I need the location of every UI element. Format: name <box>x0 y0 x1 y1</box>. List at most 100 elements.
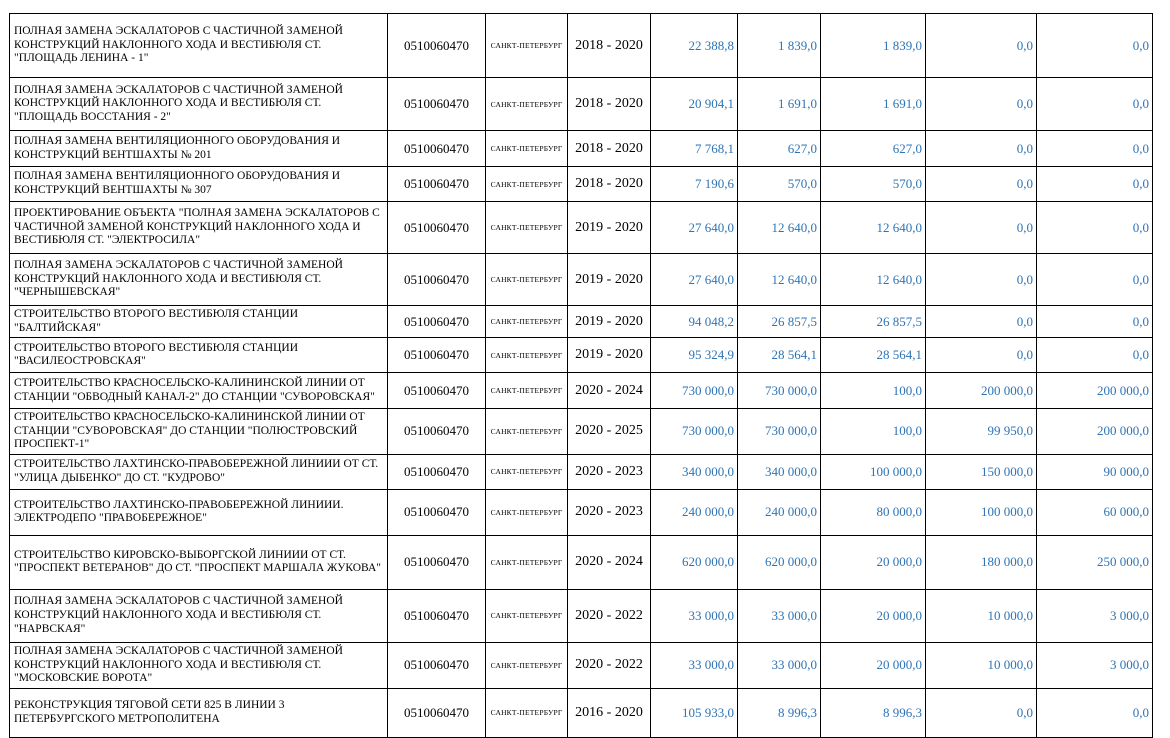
projects-table: ПОЛНАЯ ЗАМЕНА ЭСКАЛАТОРОВ С ЧАСТИЧНОЙ ЗА… <box>9 13 1153 738</box>
region-cell: САНКТ-ПЕТЕРБУРГ <box>485 687 568 738</box>
table-row: СТРОИТЕЛЬСТВО КРАСНОСЕЛЬСКО-КАЛИНИНСКОЙ … <box>9 372 1153 410</box>
project-name-cell: ПОЛНАЯ ЗАМЕНА ЭСКАЛАТОРОВ С ЧАСТИЧНОЙ ЗА… <box>9 77 388 131</box>
value-cell: 28 564,1 <box>737 337 821 374</box>
years-cell: 2016 - 2020 <box>567 687 651 738</box>
region-cell: САНКТ-ПЕТЕРБУРГ <box>485 408 568 455</box>
years-cell: 2018 - 2020 <box>567 13 651 78</box>
years-cell: 2019 - 2020 <box>567 201 651 254</box>
value-cell: 3 000,0 <box>1036 641 1153 689</box>
table-row: СТРОИТЕЛЬСТВО КИРОВСКО-ВЫБОРГСКОЙ ЛИНИИИ… <box>9 534 1153 590</box>
project-name-cell: СТРОИТЕЛЬСТВО ЛАХТИНСКО-ПРАВОБЕРЕЖНОЙ ЛИ… <box>9 488 388 536</box>
table-row: ПОЛНАЯ ЗАМЕНА ЭСКАЛАТОРОВ С ЧАСТИЧНОЙ ЗА… <box>9 77 1153 131</box>
value-cell: 0,0 <box>1036 77 1153 131</box>
value-cell: 0,0 <box>1036 337 1153 374</box>
table-row: СТРОИТЕЛЬСТВО ВТОРОГО ВЕСТИБЮЛЯ СТАНЦИИ … <box>9 304 1153 339</box>
value-cell: 200 000,0 <box>1036 372 1153 410</box>
value-cell: 26 857,5 <box>737 304 821 339</box>
years-cell: 2020 - 2024 <box>567 372 651 410</box>
years-cell: 2020 - 2023 <box>567 453 651 490</box>
value-cell: 620 000,0 <box>650 534 738 590</box>
region-cell: САНКТ-ПЕТЕРБУРГ <box>485 13 568 78</box>
value-cell: 99 950,0 <box>925 408 1037 455</box>
years-cell: 2020 - 2025 <box>567 408 651 455</box>
value-cell: 33 000,0 <box>737 588 821 643</box>
value-cell: 0,0 <box>925 201 1037 254</box>
value-cell: 100,0 <box>820 372 926 410</box>
years-cell: 2020 - 2022 <box>567 641 651 689</box>
table-row: ПОЛНАЯ ЗАМЕНА ВЕНТИЛЯЦИОННОГО ОБОРУДОВАН… <box>9 130 1153 167</box>
value-cell: 33 000,0 <box>650 641 738 689</box>
value-cell: 7 190,6 <box>650 166 738 202</box>
value-cell: 12 640,0 <box>737 253 821 306</box>
value-cell: 0,0 <box>925 130 1037 167</box>
region-cell: САНКТ-ПЕТЕРБУРГ <box>485 488 568 536</box>
code-cell: 0510060470 <box>387 337 486 374</box>
value-cell: 8 996,3 <box>820 687 926 738</box>
value-cell: 0,0 <box>925 687 1037 738</box>
value-cell: 100 000,0 <box>820 453 926 490</box>
code-cell: 0510060470 <box>387 687 486 738</box>
code-cell: 0510060470 <box>387 534 486 590</box>
value-cell: 10 000,0 <box>925 641 1037 689</box>
project-name-cell: СТРОИТЕЛЬСТВО КРАСНОСЕЛЬСКО-КАЛИНИНСКОЙ … <box>9 372 388 410</box>
value-cell: 22 388,8 <box>650 13 738 78</box>
table-row: ПОЛНАЯ ЗАМЕНА ЭСКАЛАТОРОВ С ЧАСТИЧНОЙ ЗА… <box>9 253 1153 306</box>
project-name-cell: ПОЛНАЯ ЗАМЕНА ЭСКАЛАТОРОВ С ЧАСТИЧНОЙ ЗА… <box>9 641 388 689</box>
value-cell: 8 996,3 <box>737 687 821 738</box>
years-cell: 2019 - 2020 <box>567 337 651 374</box>
value-cell: 200 000,0 <box>1036 408 1153 455</box>
table-row: СТРОИТЕЛЬСТВО ЛАХТИНСКО-ПРАВОБЕРЕЖНОЙ ЛИ… <box>9 453 1153 490</box>
region-cell: САНКТ-ПЕТЕРБУРГ <box>485 201 568 254</box>
value-cell: 0,0 <box>1036 304 1153 339</box>
value-cell: 0,0 <box>1036 687 1153 738</box>
project-name-cell: СТРОИТЕЛЬСТВО ЛАХТИНСКО-ПРАВОБЕРЕЖНОЙ ЛИ… <box>9 453 388 490</box>
value-cell: 627,0 <box>820 130 926 167</box>
value-cell: 3 000,0 <box>1036 588 1153 643</box>
value-cell: 240 000,0 <box>650 488 738 536</box>
value-cell: 730 000,0 <box>737 408 821 455</box>
table-row: СТРОИТЕЛЬСТВО ЛАХТИНСКО-ПРАВОБЕРЕЖНОЙ ЛИ… <box>9 488 1153 536</box>
value-cell: 80 000,0 <box>820 488 926 536</box>
value-cell: 28 564,1 <box>820 337 926 374</box>
value-cell: 0,0 <box>925 337 1037 374</box>
project-name-cell: ПОЛНАЯ ЗАМЕНА ВЕНТИЛЯЦИОННОГО ОБОРУДОВАН… <box>9 130 388 167</box>
years-cell: 2019 - 2020 <box>567 253 651 306</box>
years-cell: 2018 - 2020 <box>567 166 651 202</box>
value-cell: 730 000,0 <box>737 372 821 410</box>
region-cell: САНКТ-ПЕТЕРБУРГ <box>485 453 568 490</box>
code-cell: 0510060470 <box>387 77 486 131</box>
project-name-cell: РЕКОНСТРУКЦИЯ ТЯГОВОЙ СЕТИ 825 В ЛИНИИ 3… <box>9 687 388 738</box>
project-name-cell: СТРОИТЕЛЬСТВО КРАСНОСЕЛЬСКО-КАЛИНИНСКОЙ … <box>9 408 388 455</box>
value-cell: 12 640,0 <box>737 201 821 254</box>
value-cell: 1 691,0 <box>820 77 926 131</box>
project-name-cell: СТРОИТЕЛЬСТВО ВТОРОГО ВЕСТИБЮЛЯ СТАНЦИИ … <box>9 337 388 374</box>
value-cell: 0,0 <box>1036 201 1153 254</box>
region-cell: САНКТ-ПЕТЕРБУРГ <box>485 372 568 410</box>
value-cell: 0,0 <box>1036 253 1153 306</box>
value-cell: 1 839,0 <box>820 13 926 78</box>
project-name-cell: СТРОИТЕЛЬСТВО КИРОВСКО-ВЫБОРГСКОЙ ЛИНИИИ… <box>9 534 388 590</box>
table-row: ПРОЕКТИРОВАНИЕ ОБЪЕКТА "ПОЛНАЯ ЗАМЕНА ЭС… <box>9 201 1153 254</box>
value-cell: 27 640,0 <box>650 253 738 306</box>
value-cell: 7 768,1 <box>650 130 738 167</box>
table-row: ПОЛНАЯ ЗАМЕНА ЭСКАЛАТОРОВ С ЧАСТИЧНОЙ ЗА… <box>9 13 1153 78</box>
code-cell: 0510060470 <box>387 201 486 254</box>
value-cell: 0,0 <box>1036 166 1153 202</box>
value-cell: 33 000,0 <box>737 641 821 689</box>
years-cell: 2018 - 2020 <box>567 77 651 131</box>
region-cell: САНКТ-ПЕТЕРБУРГ <box>485 641 568 689</box>
table-row: ПОЛНАЯ ЗАМЕНА ВЕНТИЛЯЦИОННОГО ОБОРУДОВАН… <box>9 166 1153 202</box>
code-cell: 0510060470 <box>387 488 486 536</box>
value-cell: 730 000,0 <box>650 408 738 455</box>
value-cell: 100 000,0 <box>925 488 1037 536</box>
years-cell: 2020 - 2024 <box>567 534 651 590</box>
project-name-cell: ПОЛНАЯ ЗАМЕНА ЭСКАЛАТОРОВ С ЧАСТИЧНОЙ ЗА… <box>9 588 388 643</box>
region-cell: САНКТ-ПЕТЕРБУРГ <box>485 534 568 590</box>
value-cell: 94 048,2 <box>650 304 738 339</box>
value-cell: 20 904,1 <box>650 77 738 131</box>
region-cell: САНКТ-ПЕТЕРБУРГ <box>485 253 568 306</box>
value-cell: 340 000,0 <box>737 453 821 490</box>
project-name-cell: ПРОЕКТИРОВАНИЕ ОБЪЕКТА "ПОЛНАЯ ЗАМЕНА ЭС… <box>9 201 388 254</box>
years-cell: 2020 - 2023 <box>567 488 651 536</box>
